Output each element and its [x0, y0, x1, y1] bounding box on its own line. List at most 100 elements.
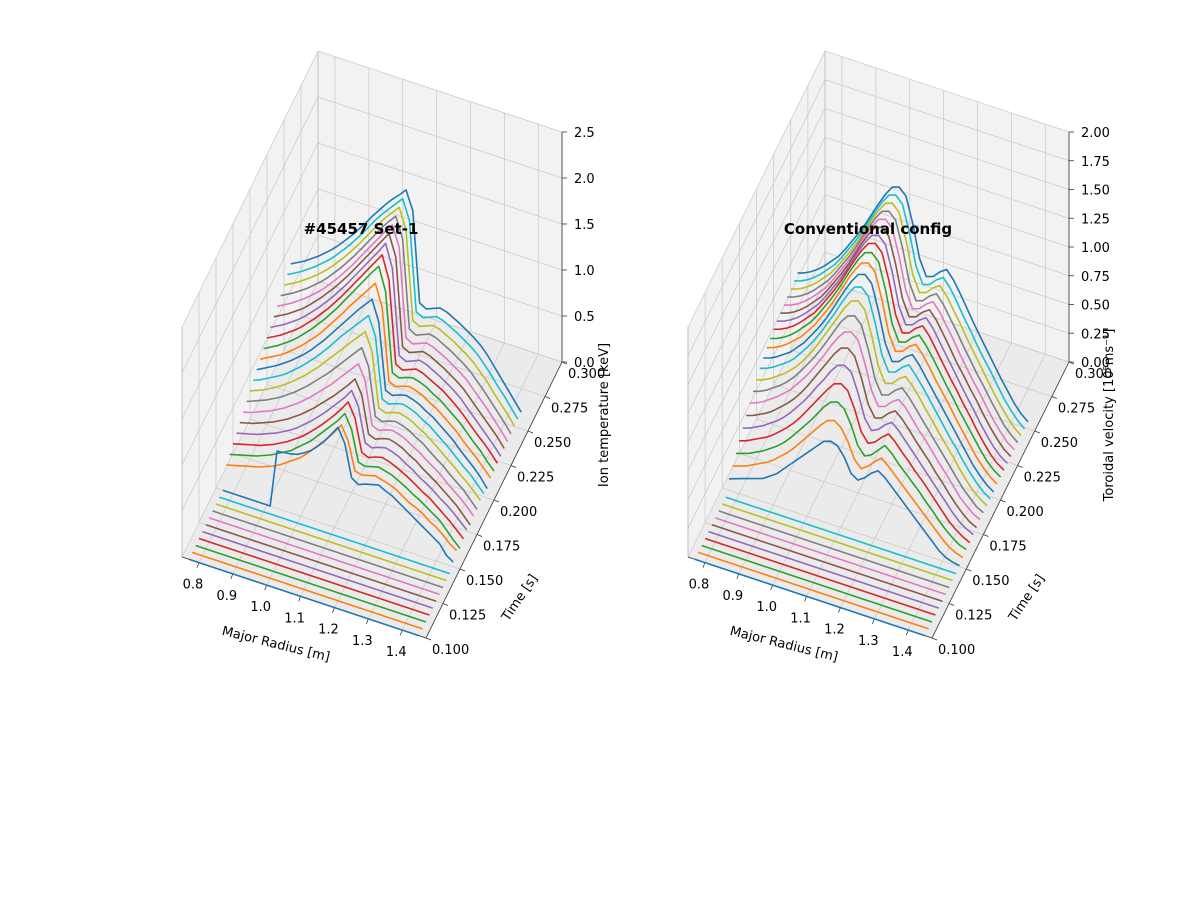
series-line: [794, 194, 1026, 430]
y-tick-label: 0.175: [483, 540, 520, 555]
y-tick: [493, 499, 500, 503]
gridline: [317, 280, 563, 363]
z-axis-label: Toroidal velocity [10⁵ms⁻¹]: [1102, 329, 1117, 503]
y-tick-label: 0.300: [1075, 367, 1112, 382]
gridline: [824, 165, 1070, 248]
x-tick-label: 1.0: [250, 600, 271, 615]
series-line: [770, 251, 1002, 478]
y-tick-label: 0.150: [466, 574, 503, 589]
series-line: [229, 412, 461, 549]
z-tick-label: 2.0: [574, 172, 595, 187]
gridline: [824, 136, 1070, 219]
z-tick-label: 2.5: [574, 126, 595, 141]
chart-title: #45457 Set-1: [304, 220, 419, 238]
x-tick: [905, 629, 909, 636]
gridline: [249, 418, 495, 501]
series-line: [208, 517, 440, 596]
gridline: [824, 194, 1070, 277]
series-line: [715, 517, 947, 596]
y-tick: [544, 396, 551, 399]
gridline: [181, 142, 319, 420]
y-tick-label: 0.200: [500, 505, 537, 520]
y-tick: [425, 637, 432, 641]
x-tick: [399, 629, 403, 636]
x-tick-label: 1.4: [892, 645, 913, 660]
series-line: [198, 537, 430, 616]
series-line: [290, 189, 522, 413]
series-line: [780, 226, 1012, 457]
gridline: [687, 108, 826, 385]
series-line: [753, 315, 984, 514]
series-line: [697, 551, 929, 630]
series-line: [787, 210, 1019, 444]
series-line: [766, 262, 998, 485]
series-line: [222, 426, 454, 563]
toroidal-velocity-3d-plot: 0.8 0.9 1.0 1.1 1.2 1.3 1.4 0.100 0.125 0.150 0.17…: [687, 50, 1117, 665]
z-axis-label: Ion temperature [keV]: [597, 343, 612, 487]
chart-title: Conventional config: [784, 220, 952, 238]
series-line: [256, 298, 488, 490]
y-tick-label: 0.275: [551, 402, 588, 417]
z-tick-label: 2.00: [1081, 126, 1110, 141]
gridline: [283, 349, 529, 432]
y-tick: [442, 603, 449, 606]
x-tick-label: 1.0: [756, 600, 777, 615]
x-tick-label: 1.1: [284, 611, 305, 626]
y-tick: [966, 568, 972, 572]
y-tick-label: 0.275: [1058, 402, 1095, 417]
y-axis-label: Time [s]: [499, 572, 542, 625]
x-tick: [804, 596, 807, 602]
z-tick-label: 0.00: [1081, 356, 1110, 371]
x-axis-label: Major Radius [m]: [220, 624, 331, 665]
series-line: [226, 424, 458, 552]
gridline: [739, 453, 984, 535]
series-line: [195, 544, 427, 623]
x-tick: [736, 573, 740, 580]
gridline: [790, 349, 1035, 432]
series-line: [280, 215, 512, 435]
series-line: [239, 378, 471, 526]
series-line: [718, 510, 950, 589]
y-tick: [983, 534, 989, 537]
series-line: [253, 314, 485, 495]
x-tick: [196, 562, 200, 568]
gridline: [824, 251, 1070, 334]
x-tick-label: 1.2: [824, 623, 845, 638]
z-tick-label: 1.0: [574, 264, 595, 279]
y-tick-label: 0.300: [568, 367, 605, 382]
series-line: [721, 503, 953, 582]
gridline: [181, 234, 319, 512]
y-tick-label: 0.250: [1041, 436, 1078, 451]
gridline: [773, 384, 1018, 466]
gridline: [181, 96, 319, 374]
series-line: [728, 440, 960, 567]
series-line: [739, 382, 971, 544]
series-line: [749, 331, 981, 521]
gridline: [181, 50, 319, 328]
series-line: [776, 234, 1008, 464]
z-tick-label: 0.5: [574, 310, 595, 325]
x-tick: [702, 562, 706, 568]
gridline: [317, 50, 563, 133]
series-line: [790, 202, 1022, 437]
series-line: [236, 389, 468, 531]
gridline: [317, 234, 563, 317]
gridline: [317, 142, 563, 225]
tick-labels: 0.8 0.9 1.0 1.1 1.2 1.3 1.4 0.100 0.125 0.150 0.17…: [689, 126, 1113, 660]
series-line: [215, 503, 447, 582]
series-lines: [694, 186, 1029, 637]
y-tick-label: 0.125: [449, 609, 486, 624]
ion-temperature-3d-plot: 0.8 0.9 1.0 1.1 1.2 1.3 1.4 0.100 0.125 0.150 0.17…: [181, 50, 612, 665]
series-line: [283, 206, 516, 427]
series-line: [243, 362, 475, 517]
gridlines: [181, 50, 568, 641]
x-tick: [838, 607, 841, 613]
y-tick: [1051, 396, 1058, 399]
y-tick: [459, 568, 466, 572]
series-line: [205, 524, 437, 603]
y-tick-label: 0.100: [432, 643, 469, 658]
x-tick: [230, 573, 234, 580]
series-line: [273, 232, 505, 449]
y-tick: [1000, 499, 1006, 503]
z-tick-label: 1.5: [574, 218, 595, 233]
